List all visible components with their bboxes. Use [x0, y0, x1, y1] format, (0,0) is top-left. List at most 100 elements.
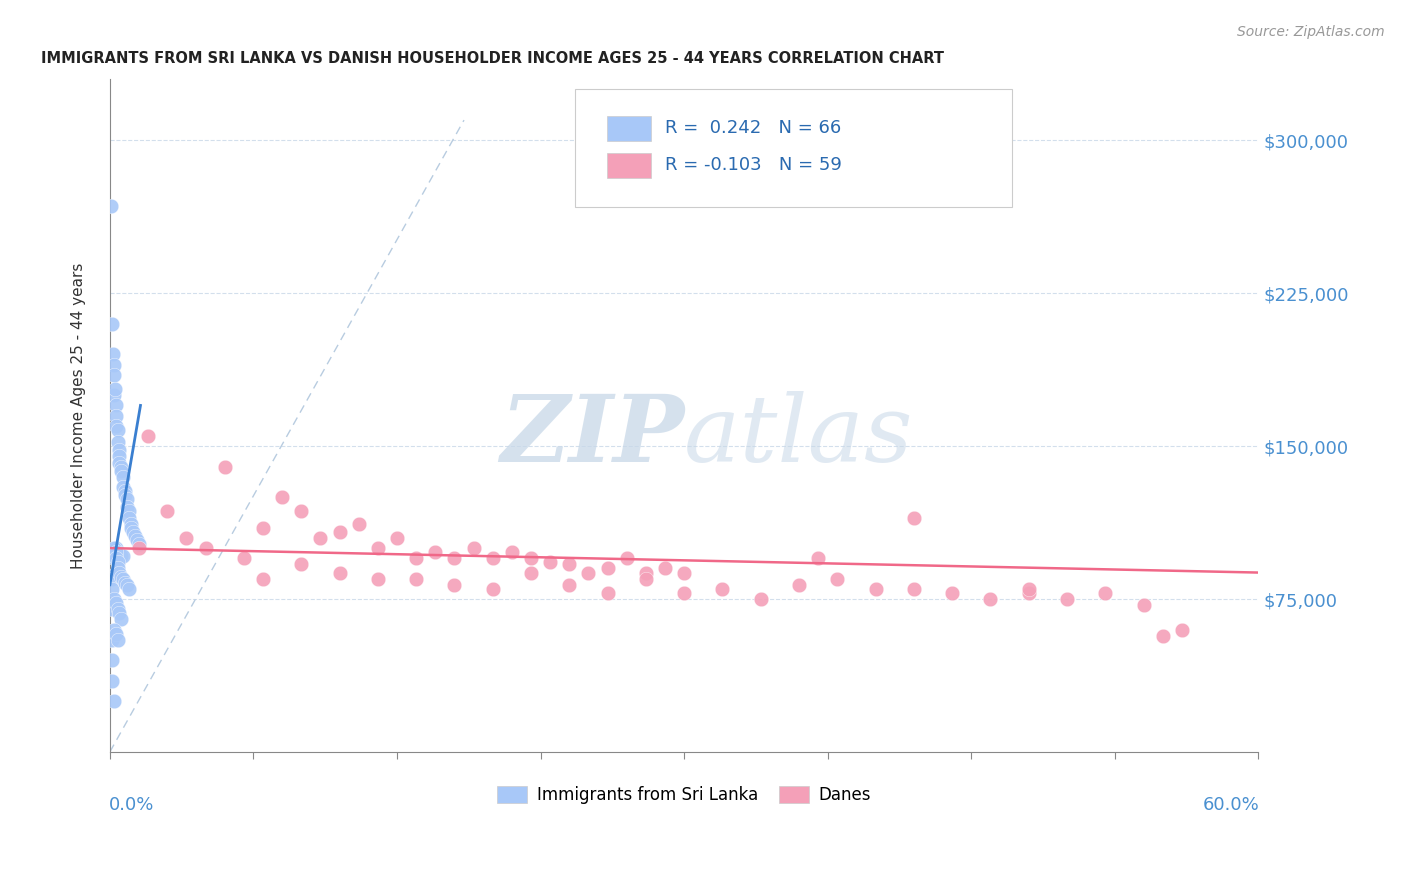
- Point: [103, 551, 125, 566]
- Point: [481, 582, 503, 596]
- Point: [711, 582, 734, 596]
- Point: [252, 521, 274, 535]
- Point: [673, 586, 696, 600]
- Point: [405, 551, 427, 566]
- Point: [107, 555, 129, 569]
- Point: [329, 566, 352, 580]
- Point: [115, 500, 138, 515]
- Point: [108, 456, 131, 470]
- Point: [654, 561, 676, 575]
- Point: [103, 623, 125, 637]
- Point: [290, 504, 312, 518]
- Point: [673, 566, 696, 580]
- Point: [103, 368, 125, 382]
- Point: [118, 510, 141, 524]
- Point: [214, 459, 236, 474]
- Point: [107, 632, 129, 647]
- Point: [558, 558, 581, 572]
- Text: ZIP: ZIP: [501, 391, 685, 481]
- Point: [107, 545, 129, 559]
- Text: atlas: atlas: [685, 391, 914, 481]
- Point: [110, 464, 132, 478]
- Point: [232, 551, 254, 566]
- Point: [578, 566, 600, 580]
- Point: [108, 443, 131, 458]
- Point: [1018, 582, 1040, 596]
- Point: [110, 569, 132, 583]
- Point: [104, 382, 127, 396]
- Point: [103, 694, 125, 708]
- Bar: [607, 116, 651, 141]
- Point: [107, 435, 129, 450]
- Point: [121, 524, 143, 539]
- Point: [118, 582, 141, 596]
- Text: 60.0%: 60.0%: [1204, 796, 1260, 814]
- Legend: Immigrants from Sri Lanka, Danes: Immigrants from Sri Lanka, Danes: [491, 780, 877, 811]
- Point: [125, 533, 148, 547]
- Point: [367, 572, 389, 586]
- Point: [101, 347, 124, 361]
- Point: [100, 199, 122, 213]
- Point: [104, 596, 127, 610]
- Point: [100, 572, 122, 586]
- Text: IMMIGRANTS FROM SRI LANKA VS DANISH HOUSEHOLDER INCOME AGES 25 - 44 YEARS CORREL: IMMIGRANTS FROM SRI LANKA VS DANISH HOUS…: [41, 51, 943, 66]
- Point: [749, 592, 772, 607]
- Bar: [607, 153, 651, 178]
- Point: [347, 516, 370, 531]
- Point: [120, 521, 142, 535]
- Point: [634, 572, 657, 586]
- Point: [520, 566, 543, 580]
- Point: [107, 602, 129, 616]
- Point: [194, 541, 217, 555]
- Point: [827, 572, 849, 586]
- Point: [103, 358, 125, 372]
- Point: [481, 551, 503, 566]
- Point: [100, 653, 122, 667]
- Point: [538, 555, 561, 569]
- Point: [110, 549, 132, 564]
- Point: [596, 561, 619, 575]
- Point: [979, 592, 1001, 607]
- Text: 0.0%: 0.0%: [108, 796, 155, 814]
- Point: [104, 545, 127, 559]
- Point: [1132, 598, 1154, 612]
- Point: [271, 490, 294, 504]
- Point: [128, 537, 150, 551]
- Point: [104, 626, 127, 640]
- Point: [136, 429, 159, 443]
- Point: [108, 547, 131, 561]
- Point: [114, 488, 136, 502]
- Point: [110, 612, 132, 626]
- Point: [1056, 592, 1078, 607]
- Point: [103, 388, 125, 402]
- Point: [425, 545, 447, 559]
- Point: [558, 578, 581, 592]
- Point: [616, 551, 638, 566]
- Point: [1152, 629, 1174, 643]
- Point: [385, 531, 408, 545]
- Point: [112, 469, 135, 483]
- Point: [100, 317, 122, 331]
- Point: [103, 541, 125, 555]
- Point: [103, 547, 125, 561]
- Point: [903, 582, 925, 596]
- Point: [865, 582, 887, 596]
- Point: [176, 531, 198, 545]
- Point: [1018, 586, 1040, 600]
- Text: R =  0.242   N = 66: R = 0.242 N = 66: [665, 120, 841, 137]
- Point: [104, 418, 127, 433]
- Point: [115, 492, 138, 507]
- Point: [787, 578, 810, 592]
- Point: [520, 551, 543, 566]
- Text: R = -0.103   N = 59: R = -0.103 N = 59: [665, 156, 842, 175]
- Point: [112, 480, 135, 494]
- Point: [110, 459, 132, 474]
- Point: [112, 549, 135, 564]
- Point: [1171, 623, 1194, 637]
- Point: [367, 541, 389, 555]
- Point: [101, 632, 124, 647]
- Point: [124, 529, 146, 543]
- Point: [941, 586, 963, 600]
- Point: [634, 566, 657, 580]
- Point: [107, 561, 129, 575]
